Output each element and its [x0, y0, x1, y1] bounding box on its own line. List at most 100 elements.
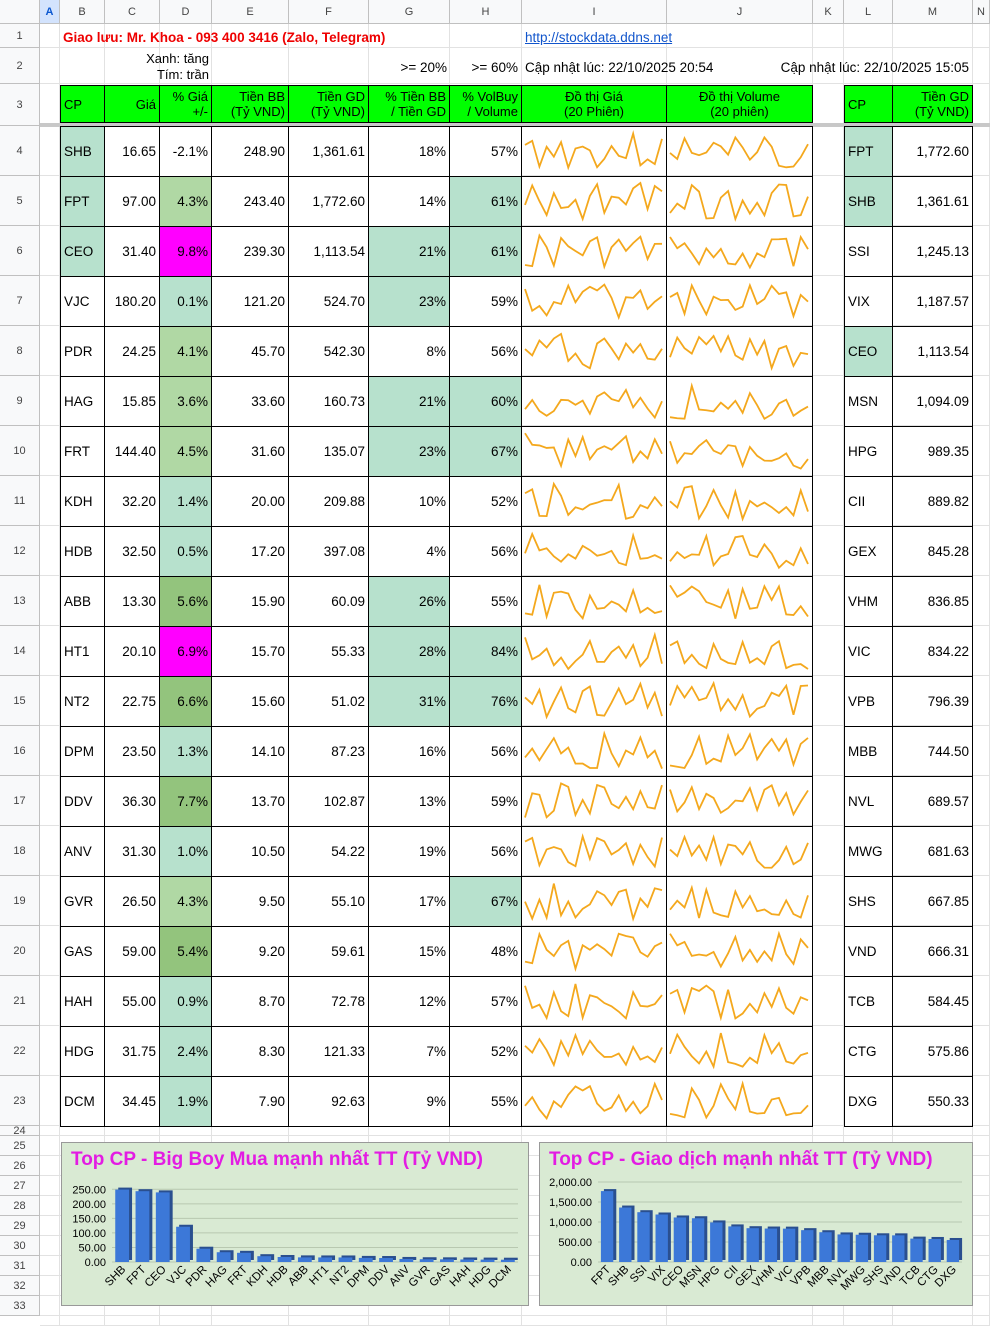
cell-tien-gd[interactable]: 54.22 [289, 827, 369, 877]
bar-hdg[interactable] [480, 1259, 495, 1262]
bar-pdr[interactable] [196, 1248, 211, 1262]
cell-tien-bb[interactable]: 33.60 [212, 377, 289, 427]
cell-pct-bb[interactable]: 7% [369, 1027, 450, 1077]
cell-tien-gd[interactable]: 87.23 [289, 727, 369, 777]
cell-cp2[interactable]: TCB [844, 977, 893, 1027]
bar-vhm[interactable] [764, 1228, 778, 1262]
website-link[interactable]: http://stockdata.ddns.net [525, 29, 673, 45]
frozen-divider[interactable] [40, 123, 990, 127]
cell-pct-bb[interactable]: 23% [369, 427, 450, 477]
row-header-22[interactable]: 22 [0, 1026, 40, 1076]
row-header-7[interactable]: 7 [0, 276, 40, 326]
cell-pct-bb[interactable]: 21% [369, 377, 450, 427]
cell-pct-gia[interactable]: 4.1% [160, 327, 212, 377]
bar-ctg[interactable] [928, 1238, 941, 1262]
cell-tien-gd[interactable]: 209.88 [289, 477, 369, 527]
column-header-h[interactable]: H [450, 0, 522, 24]
cell-tien-gd2[interactable]: 1,361.61 [893, 177, 973, 227]
cell-cp2[interactable]: CII [844, 477, 893, 527]
bar-ceo[interactable] [673, 1217, 687, 1262]
cell-tien-gd[interactable]: 55.10 [289, 877, 369, 927]
row-header-18[interactable]: 18 [0, 826, 40, 876]
column-header-f[interactable]: F [289, 0, 369, 24]
cell-pct-gia[interactable]: 0.1% [160, 277, 212, 327]
cell-tien-gd2[interactable]: 889.82 [893, 477, 973, 527]
column-header-n[interactable]: N [973, 0, 990, 24]
cell-gia[interactable]: 20.10 [105, 627, 160, 677]
row-header-30[interactable]: 30 [0, 1236, 40, 1256]
cell-cp2[interactable]: VPB [844, 677, 893, 727]
cell-gia[interactable]: 31.30 [105, 827, 160, 877]
row-header-2[interactable]: 2 [0, 48, 40, 84]
cell-pct-bb[interactable]: 14% [369, 177, 450, 227]
row-header-25[interactable]: 25 [0, 1136, 40, 1156]
column-header-i[interactable]: I [522, 0, 667, 24]
cell-cp[interactable]: DPM [60, 727, 105, 777]
row-header-10[interactable]: 10 [0, 426, 40, 476]
cell-pct-vol[interactable]: 60% [450, 377, 522, 427]
cell-tien-gd2[interactable]: 1,772.60 [893, 127, 973, 177]
row-header-1[interactable]: 1 [0, 24, 40, 48]
cell-cp2[interactable]: CTG [844, 1027, 893, 1077]
cell-tien-gd[interactable]: 92.63 [289, 1077, 369, 1127]
cell-pct-bb[interactable]: 18% [369, 127, 450, 177]
cell-gia[interactable]: 180.20 [105, 277, 160, 327]
bar-mwg[interactable] [855, 1234, 869, 1262]
cell-pct-vol[interactable]: 52% [450, 1027, 522, 1077]
column-header-c[interactable]: C [105, 0, 160, 24]
row-header-9[interactable]: 9 [0, 376, 40, 426]
bar-nt2[interactable] [338, 1257, 353, 1262]
cell-pct-gia[interactable]: 2.4% [160, 1027, 212, 1077]
cell-gia[interactable]: 24.25 [105, 327, 160, 377]
cell-pct-gia[interactable]: 1.0% [160, 827, 212, 877]
cell-pct-vol[interactable]: 61% [450, 227, 522, 277]
cell-tien-gd2[interactable]: 575.86 [893, 1027, 973, 1077]
cell-cp2[interactable]: MWG [844, 827, 893, 877]
bar-dcm[interactable] [500, 1259, 515, 1262]
cell-tien-bb[interactable]: 9.20 [212, 927, 289, 977]
cell-gia[interactable]: 15.85 [105, 377, 160, 427]
column-header-a[interactable]: A [40, 0, 60, 24]
row-header-24[interactable]: 24 [0, 1125, 40, 1137]
column-header-b[interactable]: B [60, 0, 105, 24]
row-header-27[interactable]: 27 [0, 1176, 40, 1196]
row-header-20[interactable]: 20 [0, 926, 40, 976]
cell-pct-bb[interactable]: 17% [369, 877, 450, 927]
row-header-12[interactable]: 12 [0, 526, 40, 576]
cell-pct-bb[interactable]: 28% [369, 627, 450, 677]
cell-tien-gd[interactable]: 397.08 [289, 527, 369, 577]
cell-tien-bb[interactable]: 15.70 [212, 627, 289, 677]
row-header-17[interactable]: 17 [0, 776, 40, 826]
cell-cp2[interactable]: SHB [844, 177, 893, 227]
bar-kdh[interactable] [257, 1256, 272, 1262]
row-header-32[interactable]: 32 [0, 1276, 40, 1296]
cell-pct-gia[interactable]: 6.6% [160, 677, 212, 727]
row-header-19[interactable]: 19 [0, 876, 40, 926]
cell-pct-bb[interactable]: 19% [369, 827, 450, 877]
cell-cp[interactable]: HAG [60, 377, 105, 427]
bar-tcb[interactable] [910, 1238, 923, 1262]
cell-gia[interactable]: 23.50 [105, 727, 160, 777]
cell-gia[interactable]: 31.40 [105, 227, 160, 277]
cell-tien-gd2[interactable]: 550.33 [893, 1077, 973, 1127]
bar-shb[interactable] [619, 1207, 632, 1262]
cell-pct-vol[interactable]: 84% [450, 627, 522, 677]
cell-cp2[interactable]: HPG [844, 427, 893, 477]
row-header-4[interactable]: 4 [0, 126, 40, 176]
cell-pct-vol[interactable]: 61% [450, 177, 522, 227]
cell-pct-vol[interactable]: 67% [450, 427, 522, 477]
row-header-3[interactable]: 3 [0, 84, 40, 126]
cell-gia[interactable]: 16.65 [105, 127, 160, 177]
row-header-13[interactable]: 13 [0, 576, 40, 626]
bar-abb[interactable] [297, 1257, 312, 1262]
cell-gia[interactable]: 34.45 [105, 1077, 160, 1127]
bar-chart-2[interactable]: Top CP - Giao dịch mạnh nhất TT (Tỷ VND)… [539, 1142, 973, 1306]
cell-tien-gd[interactable]: 1,113.54 [289, 227, 369, 277]
bar-ht1[interactable] [318, 1257, 333, 1262]
row-header-15[interactable]: 15 [0, 676, 40, 726]
cell-pct-bb[interactable]: 4% [369, 527, 450, 577]
cell-pct-gia[interactable]: 4.5% [160, 427, 212, 477]
cell-pct-bb[interactable]: 8% [369, 327, 450, 377]
cell-tien-bb[interactable]: 239.30 [212, 227, 289, 277]
cell-gia[interactable]: 32.50 [105, 527, 160, 577]
